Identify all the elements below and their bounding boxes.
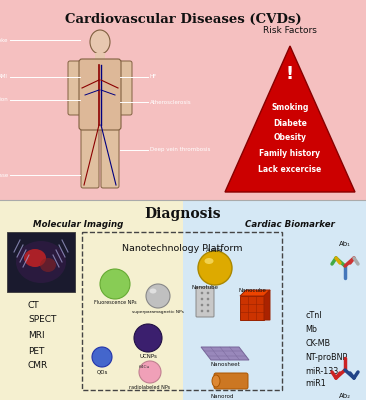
Text: NT-proBNP: NT-proBNP <box>305 354 347 362</box>
Text: 64Cu: 64Cu <box>138 365 150 369</box>
Bar <box>95 53 105 63</box>
Text: Atherosclerosis: Atherosclerosis <box>150 100 192 104</box>
Circle shape <box>201 292 203 294</box>
Circle shape <box>201 298 203 300</box>
Circle shape <box>134 324 162 352</box>
Text: Hypertension: Hypertension <box>0 98 8 102</box>
Polygon shape <box>240 296 264 320</box>
Ellipse shape <box>24 249 46 267</box>
Bar <box>0 0 366 200</box>
Text: Family history: Family history <box>259 150 321 158</box>
Bar <box>7 232 75 292</box>
FancyBboxPatch shape <box>196 287 214 317</box>
FancyBboxPatch shape <box>68 61 84 115</box>
Text: CK-MB: CK-MB <box>305 340 330 348</box>
Text: Ab₁: Ab₁ <box>339 241 351 247</box>
Circle shape <box>92 347 112 367</box>
Circle shape <box>201 310 203 312</box>
Text: Lack excercise: Lack excercise <box>258 166 322 174</box>
Text: superparamagnetic NPs: superparamagnetic NPs <box>132 310 184 314</box>
Text: AuNPs: AuNPs <box>206 248 224 253</box>
Circle shape <box>100 269 130 299</box>
Polygon shape <box>201 347 249 360</box>
Bar <box>82 232 282 390</box>
Text: CMR: CMR <box>28 362 48 370</box>
Text: AMI: AMI <box>0 74 8 80</box>
FancyBboxPatch shape <box>116 61 132 115</box>
Circle shape <box>198 251 232 285</box>
Text: miR1: miR1 <box>305 380 326 388</box>
Text: Peripheral arterial disease: Peripheral arterial disease <box>0 172 8 178</box>
Text: Nanocube: Nanocube <box>238 288 266 293</box>
Circle shape <box>139 361 161 383</box>
Bar <box>183 200 366 400</box>
Text: miR-133: miR-133 <box>305 366 338 376</box>
Text: Molecular Imaging: Molecular Imaging <box>33 220 123 229</box>
Text: radiolabeled NPs: radiolabeled NPs <box>130 385 171 390</box>
Circle shape <box>201 304 203 306</box>
Circle shape <box>146 284 170 308</box>
Text: SPECT: SPECT <box>28 316 56 324</box>
Ellipse shape <box>16 241 66 283</box>
Text: HF: HF <box>150 74 157 80</box>
Polygon shape <box>240 290 270 296</box>
Ellipse shape <box>40 258 56 272</box>
Bar <box>0 200 183 400</box>
Circle shape <box>207 292 209 294</box>
Text: Nanosheet: Nanosheet <box>210 362 240 367</box>
Ellipse shape <box>212 375 220 387</box>
Text: Stroke: Stroke <box>0 38 8 42</box>
Text: Diagnosis: Diagnosis <box>145 207 221 221</box>
Text: Mb: Mb <box>305 326 317 334</box>
FancyBboxPatch shape <box>214 373 248 389</box>
Text: CT: CT <box>28 300 40 310</box>
Text: Nanotechnology Platform: Nanotechnology Platform <box>122 244 242 253</box>
Text: Risk Factors: Risk Factors <box>263 26 317 35</box>
Text: Deep vein thrombosis: Deep vein thrombosis <box>150 148 210 152</box>
Text: UCNPs: UCNPs <box>139 354 157 359</box>
FancyBboxPatch shape <box>101 124 119 188</box>
Text: !: ! <box>286 65 294 83</box>
Text: QDs: QDs <box>96 369 108 374</box>
Text: Nanotube: Nanotube <box>191 285 219 290</box>
Text: Nanorod: Nanorod <box>210 394 234 399</box>
Polygon shape <box>225 46 355 192</box>
Text: Cardiac Biomarker: Cardiac Biomarker <box>245 220 335 229</box>
Text: PET: PET <box>28 346 44 356</box>
Text: cTnI: cTnI <box>305 312 321 320</box>
Ellipse shape <box>90 30 110 54</box>
Polygon shape <box>264 290 270 320</box>
Text: Diabete: Diabete <box>273 120 307 128</box>
Text: Obesity: Obesity <box>273 134 306 142</box>
Ellipse shape <box>205 258 213 264</box>
Ellipse shape <box>149 288 157 294</box>
Text: Smoking: Smoking <box>271 104 309 112</box>
Circle shape <box>207 310 209 312</box>
FancyBboxPatch shape <box>79 59 121 130</box>
Text: Fluorescence NPs: Fluorescence NPs <box>94 300 136 305</box>
Circle shape <box>207 298 209 300</box>
Text: MRI: MRI <box>28 332 45 340</box>
Circle shape <box>207 304 209 306</box>
Text: Cardiovascular Diseases (CVDs): Cardiovascular Diseases (CVDs) <box>65 13 301 26</box>
FancyBboxPatch shape <box>81 124 99 188</box>
Text: Ab₂: Ab₂ <box>339 393 351 399</box>
